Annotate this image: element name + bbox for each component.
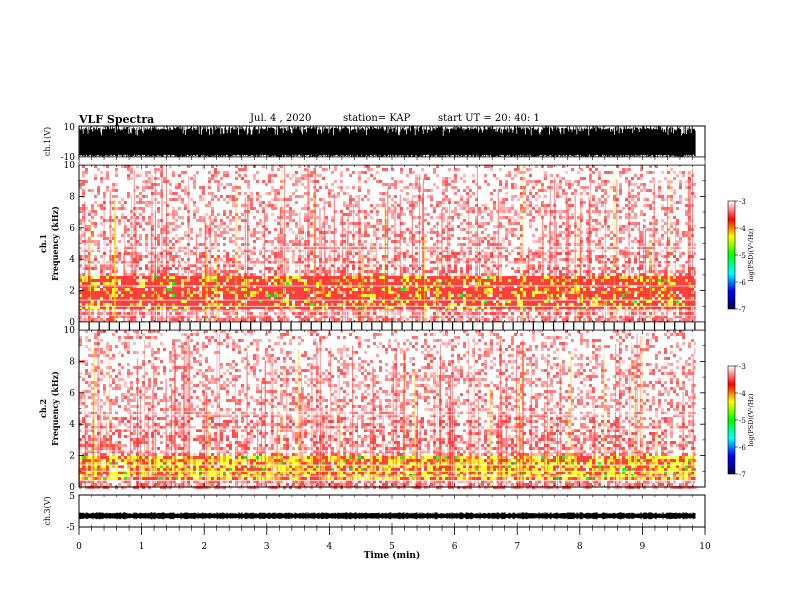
ch1-spectrogram-panel-ytick-2: 2 [69, 287, 75, 297]
x-tick-7: 7 [514, 542, 520, 552]
ch1-waveform-panel-ylabel: ch.1(V) [43, 127, 52, 156]
ch3-waveform-panel-ytick-bottom: -5 [66, 523, 75, 533]
ch1-trace [79, 126, 696, 157]
station-label: station= KAP [343, 113, 411, 124]
ch2-spectrogram-panel-cbtick--3: -3 [739, 363, 746, 371]
ch1-spectrogram-panel-ytick-6: 6 [69, 224, 75, 234]
ch3-waveform-panel [78, 494, 706, 528]
ch3-trace [79, 512, 696, 520]
ch2-spectrogram-panel-ylabel-freq: Frequency (kHz) [50, 371, 60, 446]
x-axis-label: Time (min) [364, 550, 421, 561]
x-tick-0: 0 [76, 542, 82, 552]
figure-title: VLF Spectra [79, 113, 155, 126]
ch2-spectrogram-panel-ytick-0: 0 [69, 483, 75, 493]
ch3-waveform-panel-ylabel: ch.3(V) [43, 496, 52, 525]
x-tick-3: 3 [264, 542, 270, 552]
ch3-waveform-panel-ytick-top: 5 [69, 492, 75, 502]
ch1-spectrogram-panel-cbtick--5: -5 [739, 252, 746, 260]
ch2-spectrogram-panel-cblabel: log(PSD)(V²/Hz) [747, 393, 755, 446]
x-tick-1: 1 [139, 542, 145, 552]
ch1-waveform-panel-ytick-top: 10 [64, 123, 76, 133]
x-tick-5: 5 [389, 542, 395, 552]
x-tick-9: 9 [640, 542, 646, 552]
ch1-spectrogram-panel [78, 164, 738, 324]
ch2-spectrogram-panel-cbtick--5: -5 [739, 417, 746, 425]
date-label: Jul. 4 , 2020 [250, 113, 312, 124]
ch2-spectrogram-panel [78, 329, 738, 489]
x-tick-2: 2 [201, 542, 207, 552]
x-axis [78, 527, 706, 535]
ch2-spectrogram-panel-ytick-4: 4 [69, 420, 75, 430]
ch2-spectrogram-panel-cbtick--4: -4 [739, 390, 746, 398]
ch2-spectrogram-panel-ytick-6: 6 [69, 389, 75, 399]
ch1-spectrogram-panel-ylabel-freq: Frequency (kHz) [50, 206, 60, 281]
ch1-spectrogram-panel-ytick-8: 8 [69, 192, 75, 202]
ch2-spectrogram-panel-ytick-10: 10 [64, 326, 76, 336]
ch1-spectrogram-panel-colorbar [727, 200, 736, 310]
ch1-spectrogram-panel-ytick-10: 10 [64, 161, 76, 171]
x-tick-8: 8 [577, 542, 583, 552]
ch1-spectrogram-panel-ytick-4: 4 [69, 255, 75, 265]
ch1-spectrogram-panel-cbtick--6: -6 [739, 279, 746, 287]
ch1-waveform-panel-ytick-bottom: -10 [61, 153, 76, 163]
ch1-spectrogram-panel-ylabel-channel: ch.1 [38, 234, 48, 253]
x-tick-4: 4 [327, 542, 333, 552]
ch2-spectrogram-panel-ytick-8: 8 [69, 357, 75, 367]
ch1-spectrogram-panel-cblabel: log(PSD)(V²/Hz) [747, 228, 755, 281]
ch2-spectrogram-panel-cbtick--7: -7 [739, 471, 746, 479]
x-tick-6: 6 [452, 542, 458, 552]
start-ut-label: start UT = 20: 40: 1 [438, 113, 540, 124]
ch1-spectrogram-panel-cbtick--4: -4 [739, 225, 746, 233]
ch1-spectrogram-panel-cbtick--3: -3 [739, 198, 746, 206]
ch2-spectrogram-panel-ytick-2: 2 [69, 452, 75, 462]
ch2-spectrogram-panel-cbtick--6: -6 [739, 444, 746, 452]
ch1-spectrogram-panel-cbtick--7: -7 [739, 306, 746, 314]
ch2-spectrogram-panel-colorbar [727, 365, 736, 475]
ch1-spectrogram-panel-ytick-0: 0 [69, 318, 75, 328]
ch1-waveform-panel [78, 125, 706, 158]
ch2-spectrogram-panel-ylabel-channel: ch.2 [38, 399, 48, 418]
x-tick-10: 10 [699, 542, 711, 552]
